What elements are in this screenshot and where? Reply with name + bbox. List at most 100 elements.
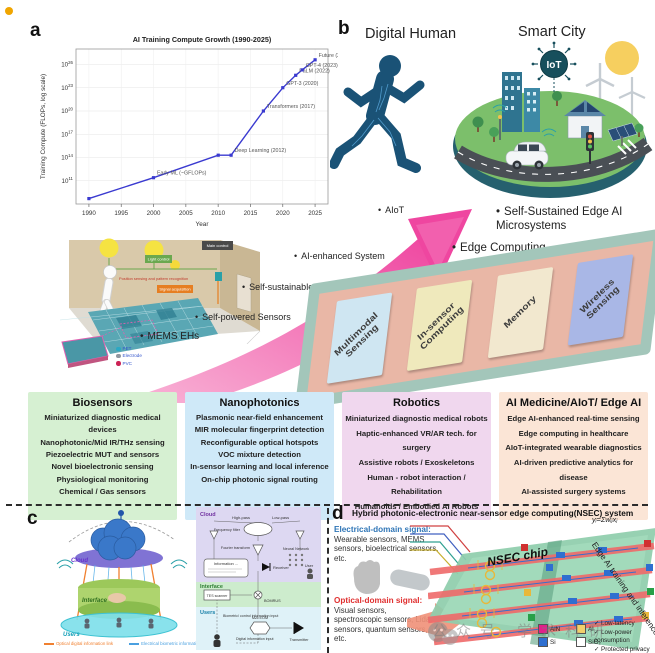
electrical-domain-heading: Electrical-domain signal:	[334, 525, 431, 534]
svg-text:2010: 2010	[211, 210, 225, 217]
bullet-aiot: • AIoT	[378, 205, 405, 215]
wechat-logo-icon	[428, 622, 458, 645]
category-item: In-sensor learning and local inference	[190, 462, 329, 472]
receiver-label: Receiver	[273, 565, 289, 570]
panel-d-title: Hybrid photonic-electronic near-sensor e…	[352, 508, 634, 518]
svg-text:Year: Year	[196, 221, 210, 228]
svg-text:Transformers (2017): Transformers (2017)	[267, 104, 315, 110]
information-label: Information ...	[214, 561, 238, 566]
svg-text:2025: 2025	[308, 210, 322, 217]
iot-badge: IoT	[531, 41, 577, 94]
svg-text:2000: 2000	[147, 210, 161, 217]
system-schematic: Cloud High-pass Low-pass Frequency filte…	[196, 507, 321, 650]
pet-dot	[116, 346, 121, 352]
benefit-item: ✓ Low-power consumption	[594, 628, 632, 644]
optical-domain-body: Visual sensors, spectroscopic sensors, L…	[334, 605, 433, 643]
list-bullet-dot	[5, 7, 13, 15]
schematic-users-label: Users	[200, 610, 215, 616]
panel-b-label: b	[338, 18, 350, 39]
category-item: AI-assisted surgery systems	[521, 487, 626, 497]
svg-text:AI Training Compute Growth (19: AI Training Compute Growth (1990-2025)	[133, 35, 272, 44]
nanophotonics-title: Nanophotonics	[219, 397, 300, 409]
category-item: AI-driven predictive analytics for disea…	[513, 457, 634, 482]
svg-text:1990: 1990	[82, 210, 96, 217]
application-category-boxes: Biosensors Miniaturized diagnostic medic…	[28, 392, 648, 521]
aln-swatch	[538, 624, 548, 634]
tes-scanner-box	[203, 589, 231, 601]
ceiling-light-icon	[144, 240, 164, 260]
benefit-item: ✓ Protected privacy	[594, 645, 650, 653]
antenna-icon	[172, 564, 186, 569]
fourier-label: Fourier transform	[221, 546, 250, 550]
vertical-dashed-divider	[327, 508, 329, 653]
signal-acquisition-label: Signal acquisition	[159, 287, 190, 292]
bullet-ai-enhanced: • AI-enhanced System	[294, 251, 385, 261]
ai-medicine-title: AI Medicine/AIoT/ Edge AI	[505, 397, 642, 409]
svg-text:Future (2025+): Future (2025+)	[319, 53, 338, 59]
category-item: VOC mixture detection	[218, 449, 301, 459]
optical-link-swatch	[44, 642, 54, 645]
transmitter-label: Transmitter	[289, 638, 309, 642]
legend-aln: AlN	[538, 624, 576, 634]
mems-legend: PET Electrode PVC	[116, 345, 142, 367]
category-item: Assistive robots / Exoskeletons	[358, 457, 475, 467]
digital-input-label: Digital information input	[236, 637, 274, 641]
satellite-icon	[118, 510, 124, 516]
svg-text:1026: 1026	[61, 60, 73, 69]
svg-text:1020: 1020	[61, 106, 73, 115]
weighted-sum-formula: yᵢ=Σwᵢⱼxⱼ	[592, 515, 618, 524]
material-legend: AlN Al Si SiO₂	[538, 624, 614, 647]
category-item: Edge computing in healthcare	[518, 428, 629, 438]
users-layer-label: Users	[63, 632, 80, 638]
schematic-cloud-label: Cloud	[200, 512, 216, 518]
electrode-label: Electrode	[122, 353, 142, 359]
category-item: Miniaturized diagnostic medical robots	[345, 414, 488, 423]
optical-link-caption: Optical digital information link	[44, 641, 113, 646]
category-item: Chemical / Gas sensors	[59, 486, 146, 496]
panel-d-label: d	[332, 503, 344, 524]
antenna-icon	[58, 564, 72, 569]
main-control-label: Main control	[207, 243, 229, 248]
insole-icon	[390, 569, 430, 591]
category-item: Plasmonic near-field enhancement	[196, 413, 323, 422]
chip-block-insensor: In-sensor Computing	[407, 279, 473, 372]
person-icon	[214, 634, 220, 640]
si-swatch	[538, 637, 548, 647]
svg-text:PaLM (2022): PaLM (2022)	[299, 68, 330, 74]
tree-icon	[552, 91, 562, 106]
fourier-transform-icon	[252, 544, 264, 556]
svg-text:1017: 1017	[61, 130, 73, 139]
light-control-label: Light control	[148, 257, 170, 262]
svg-text:2015: 2015	[244, 210, 258, 217]
mzi-eom-label: MZI EOM	[252, 616, 268, 620]
amplifier-icon	[295, 530, 305, 540]
optical-domain-heading: Optical-domain signal:	[334, 596, 423, 605]
pvc-dot	[116, 361, 121, 366]
bullet-self-sustainable: • Self-sustainable Systems	[242, 282, 351, 292]
legend-al: Al	[576, 624, 614, 634]
building-icon	[524, 88, 540, 132]
svg-text:1011: 1011	[62, 176, 74, 185]
ai-compute-chart: 1011 1014 1017 1020 1023 1026 1990 1995 2000 2005…	[38, 32, 354, 238]
hand-icon	[108, 593, 126, 603]
panel-c-captions: Optical digital information link Electri…	[44, 641, 209, 646]
panel-a-label: a	[30, 20, 41, 41]
schematic-interface-label: Interface	[200, 584, 223, 590]
tree-icon	[489, 127, 499, 142]
sio2-swatch	[576, 637, 586, 647]
cloud-icon	[90, 518, 146, 561]
biosensors-title: Biosensors	[72, 397, 133, 409]
legend-sio2: SiO₂	[576, 637, 614, 647]
house-icon	[564, 100, 606, 139]
category-item: Reconfigurable optical hotspots	[200, 437, 319, 447]
chip-block-wireless: Wireless Sensing	[568, 254, 634, 346]
neural-network-label: Neural Network	[283, 547, 309, 551]
category-item: AIoT-integrated wearable diagnostics	[505, 443, 642, 453]
traffic-light-icon	[586, 132, 594, 164]
solar-panel-icon	[607, 122, 638, 146]
user-icons	[84, 617, 154, 629]
svg-text:2020: 2020	[276, 210, 290, 217]
growth-arrow	[128, 209, 472, 403]
iot-label: IoT	[547, 60, 562, 71]
optical-domain-block: Optical-domain signal: Visual sensors, s…	[334, 596, 434, 643]
